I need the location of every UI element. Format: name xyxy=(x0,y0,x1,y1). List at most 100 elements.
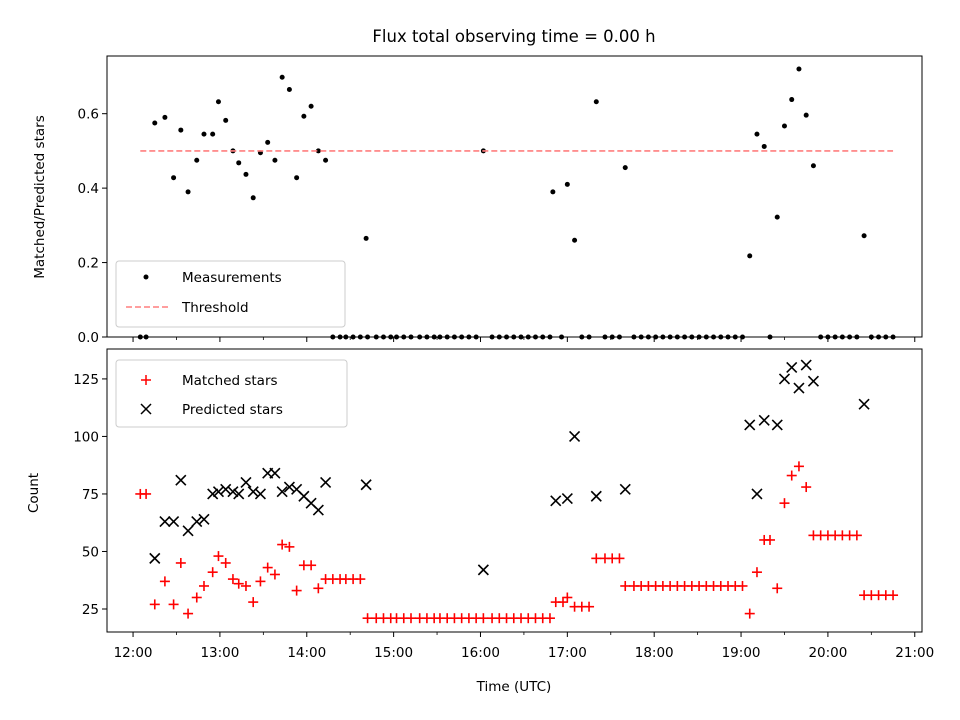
predicted-stars-point xyxy=(751,488,763,500)
matched-stars-point xyxy=(557,597,568,608)
matched-stars-point xyxy=(851,530,862,541)
x-tick-label: 13:00 xyxy=(200,645,239,661)
bottom-x-axis-label: Time (UTC) xyxy=(476,679,552,695)
measurement-point xyxy=(781,123,787,129)
measurement-point xyxy=(286,86,292,92)
matched-stars-point xyxy=(801,482,812,493)
predicted-stars-point xyxy=(227,486,239,498)
measurement-point xyxy=(861,233,867,239)
matched-stars-point xyxy=(751,567,762,578)
predicted-stars-point xyxy=(233,488,245,500)
matched-stars-point xyxy=(355,574,366,585)
matched-stars-point xyxy=(562,592,573,603)
matched-stars-point xyxy=(779,498,790,509)
measurement-point xyxy=(215,99,221,105)
predicted-stars-point xyxy=(254,488,267,500)
x-tick-label: 19:00 xyxy=(722,645,761,661)
predicted-stars-point xyxy=(312,504,324,516)
y-tick-label: 0.4 xyxy=(78,181,99,197)
matched-stars-point xyxy=(772,583,783,594)
matched-stars-point xyxy=(207,567,218,578)
legend-predicted-marker xyxy=(140,403,152,415)
y-tick-label: 0.0 xyxy=(78,330,99,346)
matched-stars-point xyxy=(362,613,373,624)
measurement-point xyxy=(210,131,216,137)
bottom-axes-frame xyxy=(106,348,923,633)
measurement-point xyxy=(747,253,753,259)
y-tick-label: 25 xyxy=(82,602,99,618)
predicted-stars-point xyxy=(159,515,171,528)
predicted-stars-point xyxy=(569,430,581,442)
measurement-point xyxy=(803,112,809,118)
measurement-point xyxy=(572,237,578,243)
measurement-point xyxy=(796,66,802,72)
legend-measurements-label: Measurements xyxy=(182,270,282,286)
matched-stars-point xyxy=(255,576,266,587)
measurement-point xyxy=(810,163,816,169)
predicted-stars-point xyxy=(561,492,573,505)
measurement-point xyxy=(761,143,767,149)
measurement-point xyxy=(243,171,249,177)
predicted-stars-point xyxy=(212,486,225,498)
matched-stars-point xyxy=(277,539,288,550)
predicted-stars-point xyxy=(360,479,372,491)
matched-stars-point xyxy=(159,576,170,587)
measurement-point xyxy=(178,127,184,133)
y-tick-label: 75 xyxy=(82,487,99,503)
predicted-stars-point xyxy=(283,481,295,493)
predicted-stars-point xyxy=(269,467,281,479)
matched-stars-point xyxy=(262,562,273,573)
matched-stars-point xyxy=(478,613,489,624)
y-tick-label: 0.2 xyxy=(78,256,99,272)
measurement-point xyxy=(194,157,200,163)
matched-stars-point xyxy=(220,557,231,568)
matched-stars-point xyxy=(737,580,748,591)
predicted-stars-point xyxy=(758,414,770,426)
predicted-stars-point xyxy=(207,488,219,500)
matched-stars-point xyxy=(544,613,555,624)
matched-stars-point xyxy=(183,608,194,619)
matched-stars-point xyxy=(786,470,797,481)
predicted-stars-point xyxy=(220,483,232,495)
measurement-point xyxy=(171,175,177,181)
measurement-point xyxy=(250,195,256,201)
matched-stars-point xyxy=(313,583,324,594)
matched-stars-point xyxy=(614,553,625,564)
predicted-stars-point xyxy=(858,398,870,410)
measurement-point xyxy=(272,157,278,163)
bottom-plot-area: 25 50 75 100 125 12:00 13:00 14:00 15:00 16:00 17:… xyxy=(73,359,934,661)
matched-stars-point xyxy=(175,557,186,568)
measurement-point xyxy=(789,97,795,103)
matched-stars-point xyxy=(240,580,251,591)
measurement-point xyxy=(265,139,271,145)
measurement-point xyxy=(294,175,300,181)
measurement-point xyxy=(185,189,191,195)
predicted-stars-point xyxy=(247,486,259,498)
predicted-stars-point xyxy=(240,476,252,489)
top-legend: Measurements Threshold xyxy=(115,260,346,328)
matched-stars-point xyxy=(591,553,602,564)
predicted-stars-point xyxy=(800,359,812,371)
measurement-point xyxy=(162,114,168,120)
matched-stars-point xyxy=(149,599,160,610)
predicted-stars-point xyxy=(619,483,631,495)
measurement-point xyxy=(201,131,207,137)
predicted-stars-point xyxy=(168,515,180,528)
matched-stars-point xyxy=(306,560,317,571)
measurement-point xyxy=(363,235,369,241)
x-tick-label: 14:00 xyxy=(287,645,326,661)
y-tick-label: 125 xyxy=(73,372,99,388)
predicted-stars-point xyxy=(807,375,819,387)
predicted-stars-point xyxy=(198,513,210,525)
predicted-stars-point xyxy=(590,490,602,502)
matched-stars-point xyxy=(620,580,631,591)
matched-stars-point xyxy=(888,590,899,601)
matched-stars-point xyxy=(141,488,152,499)
predicted-stars-point xyxy=(793,382,805,394)
top-legend-box xyxy=(115,260,346,328)
measurement-point xyxy=(223,117,229,123)
x-tick-label: 17:00 xyxy=(548,645,587,661)
x-tick-label: 21:00 xyxy=(895,645,934,661)
matched-stars-point xyxy=(765,534,776,545)
